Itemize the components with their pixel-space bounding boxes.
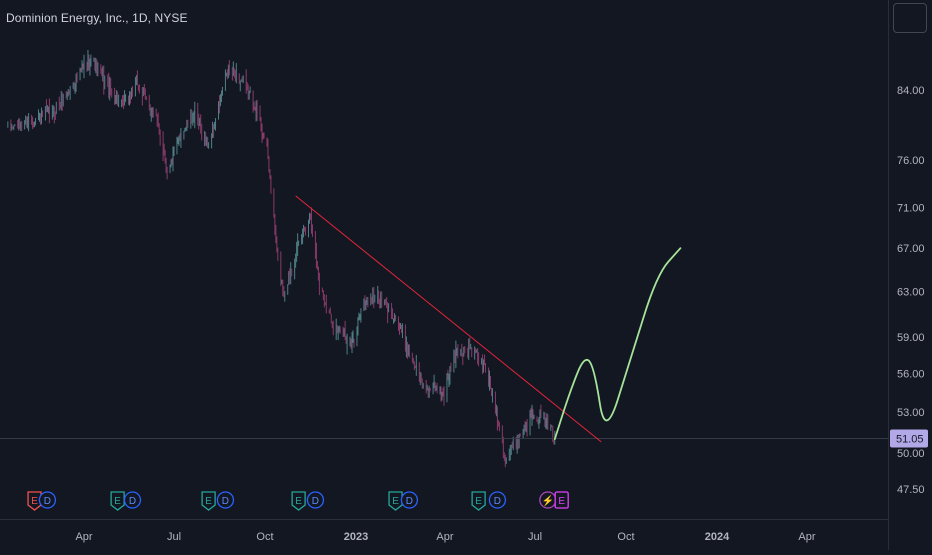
price-tick-label: 53.00 — [897, 407, 925, 419]
time-tick-label: Oct — [256, 531, 273, 543]
dividend-marker-label: D — [406, 496, 413, 507]
upcoming-earnings-marker-shape — [554, 491, 569, 509]
time-tick-label: Jul — [528, 531, 542, 543]
drawings-layer — [0, 195, 888, 443]
earnings-marker-shape — [27, 491, 42, 511]
time-tick-label: Apr — [75, 531, 92, 543]
earnings-marker-label: E — [114, 496, 121, 507]
earnings-marker[interactable]: E — [110, 491, 125, 511]
split-marker[interactable]: ⚡ — [539, 491, 557, 509]
dividend-marker-shape — [306, 491, 325, 509]
dividend-marker-shape — [216, 491, 235, 509]
dividend-marker-label: D — [494, 496, 501, 507]
earnings-marker-label: E — [392, 496, 399, 507]
price-tick-label: 47.50 — [897, 484, 925, 496]
upcoming-earnings-marker-label: E — [558, 496, 565, 507]
earnings-marker-shape — [388, 491, 403, 511]
price-axis[interactable]: 84.00 76.00 71.00 67.00 63.00 59.00 56.00 53.00… — [890, 85, 928, 496]
dividend-marker-label: D — [129, 496, 136, 507]
time-tick-label: Apr — [436, 531, 453, 543]
earnings-marker[interactable]: E — [27, 491, 42, 511]
price-tick-label: 50.00 — [897, 448, 925, 460]
dividend-marker[interactable]: D — [38, 491, 57, 509]
dividend-marker[interactable]: D — [488, 491, 507, 509]
price-tick-label: 71.00 — [897, 203, 925, 215]
time-axis[interactable]: Apr Jul Oct 2023 Apr Jul Oct 2024 Apr — [75, 531, 815, 543]
price-tick-label: 67.00 — [897, 243, 925, 255]
earnings-marker-shape — [110, 491, 125, 511]
dividend-marker-label: D — [44, 496, 51, 507]
price-tick-label: 76.00 — [897, 155, 925, 167]
dividend-marker[interactable]: D — [400, 491, 419, 509]
earnings-marker-shape — [471, 491, 486, 511]
last-price-badge — [890, 429, 928, 448]
chart-title: Dominion Energy, Inc., 1D, NYSE — [6, 11, 188, 25]
price-tick-label: 84.00 — [897, 85, 925, 97]
earnings-marker-label: E — [31, 496, 38, 507]
earnings-marker[interactable]: E — [291, 491, 306, 511]
dividend-marker-shape — [38, 491, 57, 509]
dividend-marker[interactable]: D — [216, 491, 235, 509]
time-tick-label: Apr — [798, 531, 815, 543]
dividend-marker-shape — [488, 491, 507, 509]
chart-settings-button[interactable] — [893, 3, 927, 33]
dividend-marker-label: D — [222, 496, 229, 507]
price-tick-label: 59.00 — [897, 332, 925, 344]
dividend-marker[interactable]: D — [123, 491, 142, 509]
earnings-marker[interactable]: E — [471, 491, 486, 511]
price-tick-label: 56.00 — [897, 369, 925, 381]
dividend-marker-shape — [123, 491, 142, 509]
upcoming-earnings-marker[interactable]: E — [554, 491, 569, 509]
dividend-marker-label: D — [312, 496, 319, 507]
earnings-marker-label: E — [295, 496, 302, 507]
earnings-marker-shape — [291, 491, 306, 511]
trendline[interactable] — [295, 195, 602, 443]
time-tick-label: Jul — [167, 531, 181, 543]
projection-path[interactable] — [553, 247, 682, 440]
earnings-marker[interactable]: E — [388, 491, 403, 511]
time-tick-label: Oct — [617, 531, 634, 543]
events-layer: E D E D E D E D E D E D ⚡ E — [27, 491, 569, 511]
earnings-marker-label: E — [205, 496, 212, 507]
time-tick-label: 2024 — [705, 531, 730, 543]
price-tick-label: 63.00 — [897, 286, 925, 298]
dividend-marker-shape — [400, 491, 419, 509]
last-price-label: 51.05 — [896, 433, 924, 445]
earnings-marker-label: E — [475, 496, 482, 507]
dividend-marker[interactable]: D — [306, 491, 325, 509]
split-marker-label: ⚡ — [542, 494, 554, 507]
candles-layer — [7, 49, 556, 468]
time-tick-label: 2023 — [344, 531, 368, 543]
earnings-marker[interactable]: E — [201, 491, 216, 511]
earnings-marker-shape — [201, 491, 216, 511]
